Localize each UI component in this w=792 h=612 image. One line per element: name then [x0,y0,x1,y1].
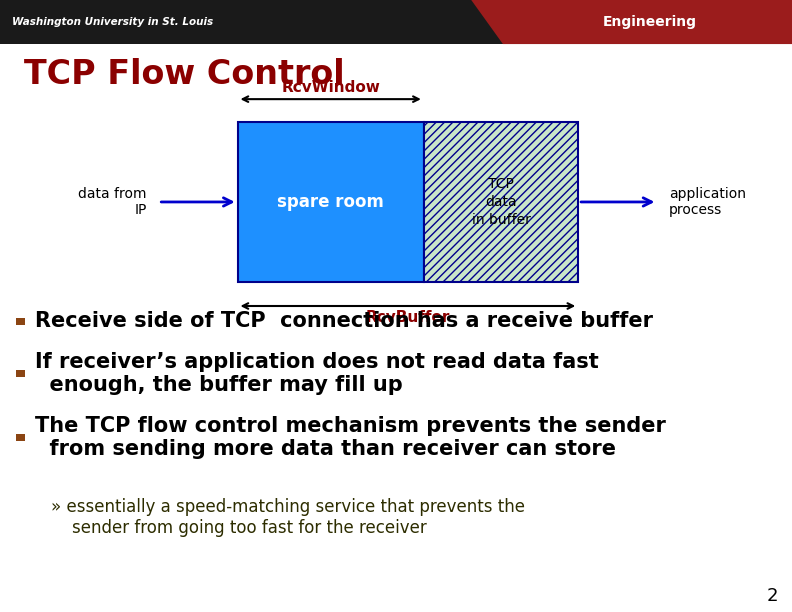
Text: application
process: application process [669,187,746,217]
Text: Washington University in St. Louis: Washington University in St. Louis [12,17,213,27]
Text: » essentially a speed-matching service that prevents the
    sender from going t: » essentially a speed-matching service t… [51,498,525,537]
Text: If receiver’s application does not read data fast
  enough, the buffer may fill : If receiver’s application does not read … [35,352,599,395]
Bar [16,370,25,377]
Text: spare room: spare room [277,193,384,211]
Bar [16,318,25,325]
Text: data from
IP: data from IP [78,187,147,217]
Bar [16,434,25,441]
Text: TCP Flow Control: TCP Flow Control [24,58,345,91]
Bar [424,122,578,282]
Polygon shape [471,0,792,44]
Text: Engineering: Engineering [603,15,696,29]
Text: RcvWindow: RcvWindow [281,80,380,95]
Bar [238,122,424,282]
Text: The TCP flow control mechanism prevents the sender
  from sending more data than: The TCP flow control mechanism prevents … [35,416,666,459]
Text: RcvBuffer: RcvBuffer [366,310,450,326]
Text: TCP
data
in buffer: TCP data in buffer [471,176,531,228]
Bar [0,0,792,44]
Text: 2: 2 [766,587,778,605]
Text: Receive side of TCP  connection has a receive buffer: Receive side of TCP connection has a rec… [35,312,653,331]
